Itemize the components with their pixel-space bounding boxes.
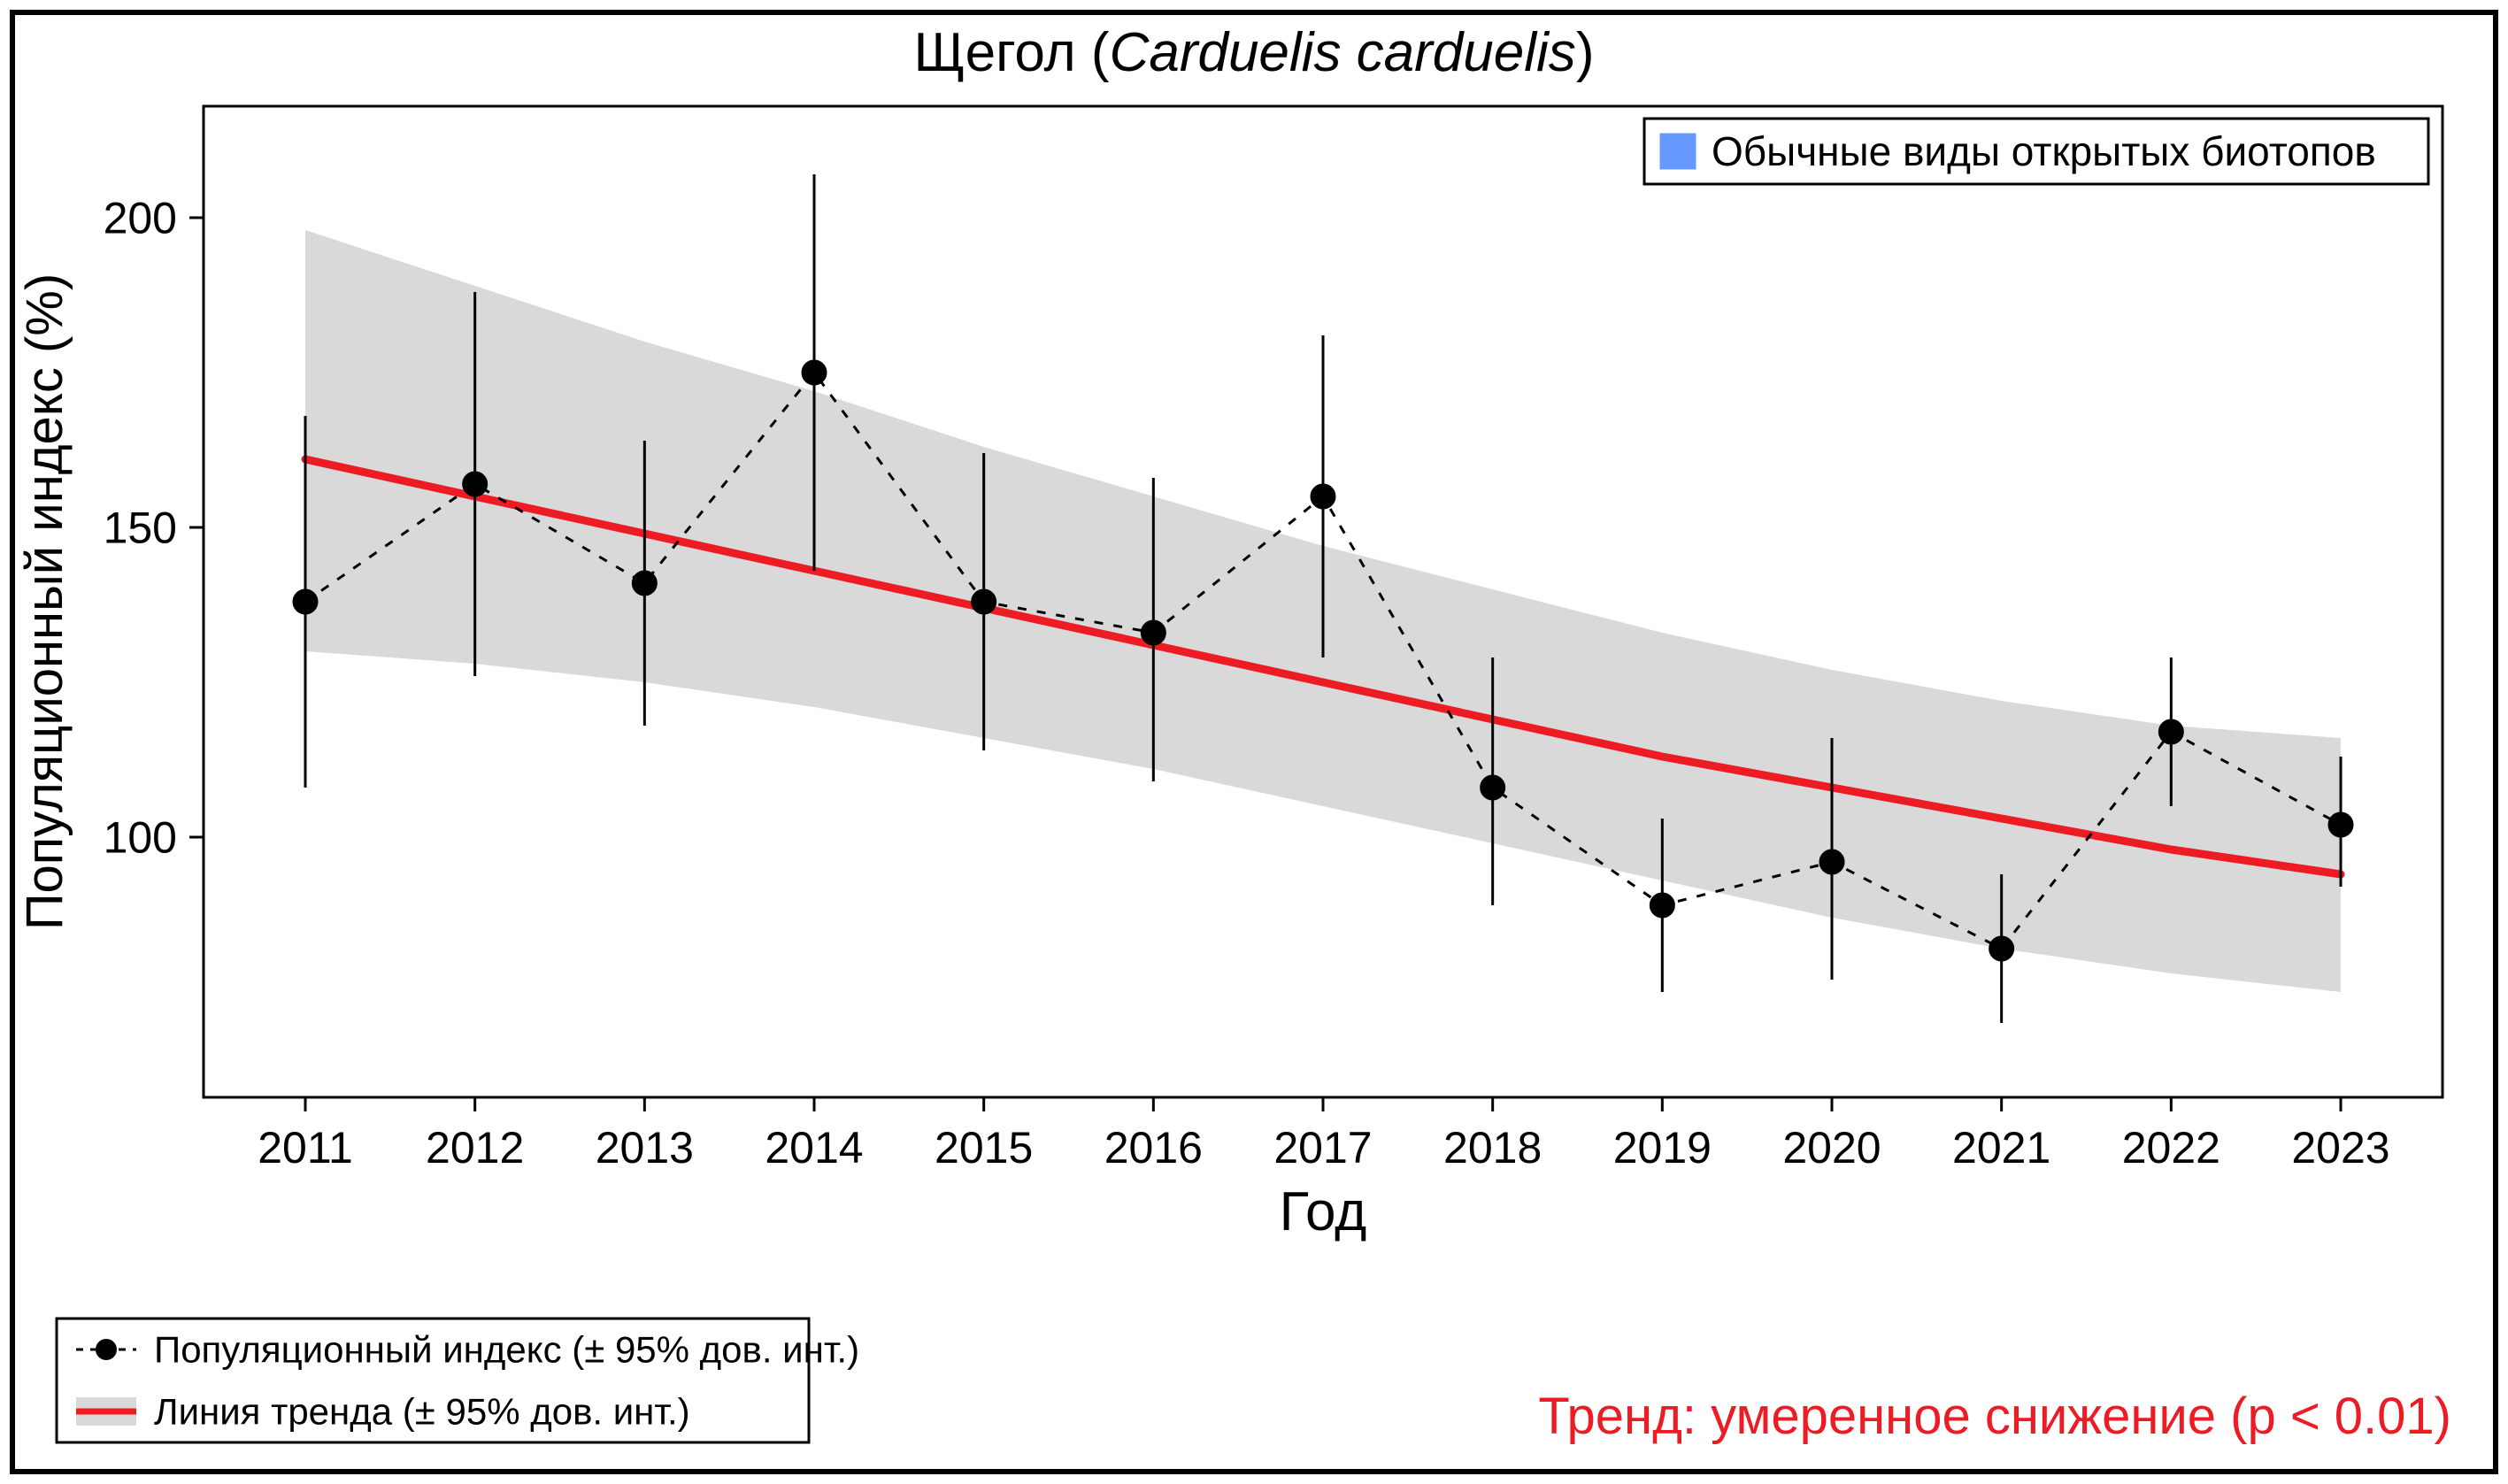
data-point bbox=[1819, 850, 1844, 874]
x-tick-label: 2020 bbox=[1782, 1123, 1881, 1173]
legend-point-marker bbox=[96, 1339, 117, 1360]
x-tick-label: 2019 bbox=[1613, 1123, 1712, 1173]
y-tick-label: 150 bbox=[104, 504, 177, 553]
x-tick-label: 2011 bbox=[258, 1123, 353, 1173]
data-point bbox=[1989, 936, 2014, 961]
y-tick-label: 200 bbox=[104, 194, 177, 243]
x-tick-label: 2015 bbox=[935, 1123, 1033, 1173]
x-axis-label: Год bbox=[1280, 1181, 1367, 1242]
chart-container: Щегол (Carduelis carduelis) 2011 2012 2013 2… bbox=[0, 0, 2508, 1484]
data-point bbox=[1481, 775, 1505, 800]
data-point bbox=[2158, 719, 2183, 744]
legend-trend-label: Линия тренда (± 95% дов. инт.) bbox=[154, 1391, 690, 1433]
x-tick-label: 2023 bbox=[2291, 1123, 2389, 1173]
x-tick-label: 2013 bbox=[596, 1123, 694, 1173]
x-tick-label: 2018 bbox=[1443, 1123, 1542, 1173]
data-point bbox=[1650, 893, 1674, 918]
data-point bbox=[632, 571, 657, 596]
trend-annotation: Тренд: умеренное снижение (p < 0.01) bbox=[1538, 1388, 2451, 1445]
x-tick-label: 2012 bbox=[426, 1123, 524, 1173]
x-tick-label: 2014 bbox=[765, 1123, 863, 1173]
data-point bbox=[1141, 620, 1166, 645]
chart-title: Щегол (Carduelis carduelis) bbox=[914, 22, 1595, 83]
data-point bbox=[293, 589, 318, 614]
legend-top-label: Обычные виды открытых биотопов bbox=[1712, 128, 2376, 174]
x-tick-label: 2022 bbox=[2122, 1123, 2220, 1173]
data-point bbox=[463, 472, 488, 496]
data-point bbox=[1311, 484, 1335, 509]
legend-top-swatch bbox=[1660, 134, 1696, 169]
data-point bbox=[802, 360, 827, 385]
data-point bbox=[2328, 812, 2353, 837]
data-point bbox=[972, 589, 996, 614]
population-index-chart: Щегол (Carduelis carduelis) 2011 2012 2013 2… bbox=[0, 0, 2508, 1484]
x-tick-label: 2017 bbox=[1273, 1123, 1372, 1173]
x-tick-label: 2016 bbox=[1104, 1123, 1203, 1173]
x-tick-label: 2021 bbox=[1952, 1123, 2050, 1173]
legend-point-label: Популяционный индекс (± 95% дов. инт.) bbox=[154, 1329, 859, 1371]
y-axis-label: Популяционный индекс (%) bbox=[16, 273, 73, 930]
y-tick-label: 100 bbox=[104, 813, 177, 863]
